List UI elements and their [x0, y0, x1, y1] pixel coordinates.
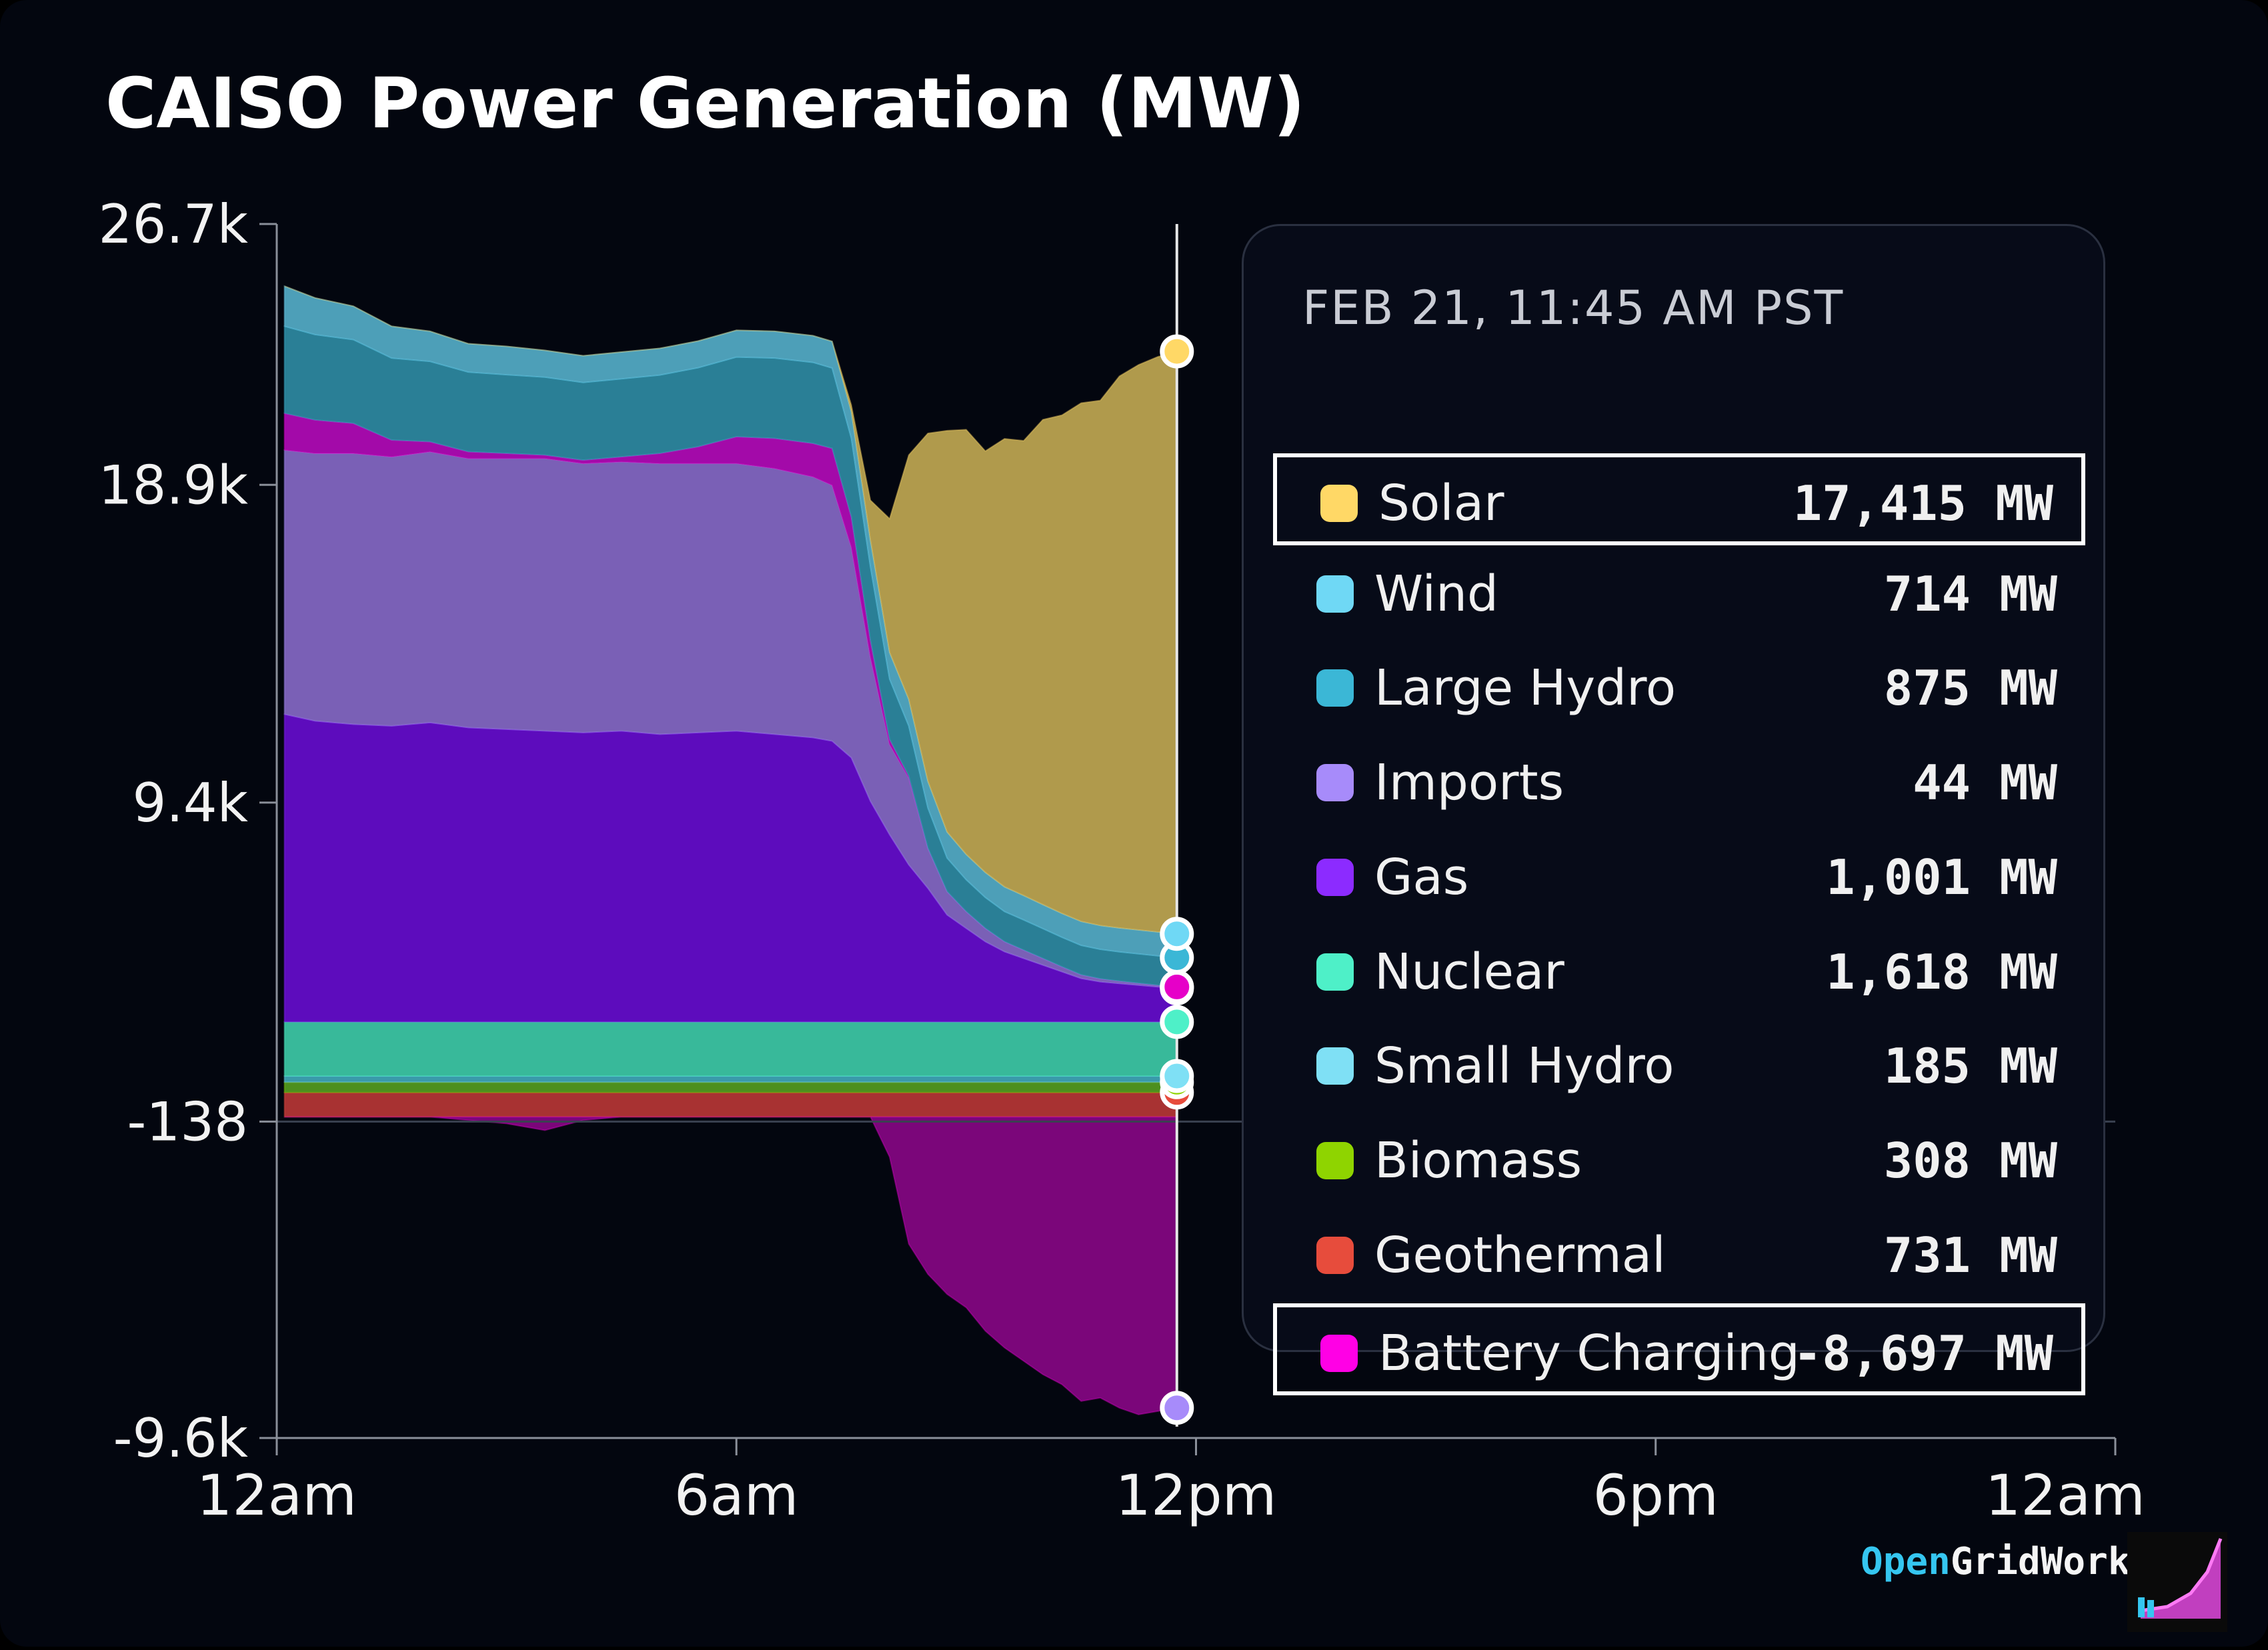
tooltip-timestamp: FEB 21, 11:45 AM PST	[1302, 281, 1845, 335]
x-tick-label: 12pm	[1115, 1463, 1276, 1528]
legend-swatch	[1316, 858, 1354, 896]
tooltip-series-name: Imports	[1374, 754, 1564, 812]
tooltip-row-large-hydro: Large Hydro 875 MW	[1273, 642, 2085, 734]
opengridworks-logo-icon	[2127, 1532, 2227, 1632]
tooltip-series-value: 44 MW	[1913, 755, 2057, 811]
y-tick-label: 9.4k	[132, 772, 248, 834]
x-tick-label: 6am	[674, 1463, 799, 1528]
legend-swatch	[1316, 1236, 1354, 1274]
tooltip-series-name: Solar	[1378, 475, 1504, 532]
tooltip-series-value: 308 MW	[1883, 1132, 2057, 1189]
cursor-marker-battery-charging	[1160, 1391, 1194, 1425]
legend-swatch	[1316, 1047, 1354, 1085]
area-battery-charging[interactable]	[284, 1116, 1178, 1415]
tooltip-row-nuclear: Nuclear 1,618 MW	[1273, 926, 2085, 1018]
tooltip-series-name: Large Hydro	[1374, 659, 1676, 717]
legend-swatch	[1320, 1335, 1358, 1373]
tooltip-row-battery-charging: Battery Charging -8,697 MW	[1273, 1303, 2085, 1396]
cursor-marker-small-hydro	[1160, 1059, 1194, 1093]
area-small-hydro[interactable]	[283, 1075, 1178, 1083]
tooltip-series-name: Biomass	[1374, 1131, 1582, 1189]
hover-cursor-layer	[1160, 224, 1194, 1427]
x-tick-label: 12am	[1985, 1463, 2145, 1528]
brand-name-open: Open	[1861, 1540, 1951, 1583]
brand-name-rest: GridWorks	[1950, 1540, 2153, 1583]
tooltip-series-name: Small Hydro	[1374, 1037, 1674, 1095]
legend-swatch	[1316, 953, 1354, 991]
tooltip-series-name: Geothermal	[1374, 1226, 1666, 1284]
area-series-layer	[283, 285, 1178, 1415]
cursor-marker-solar	[1160, 334, 1194, 369]
tooltip-series-value: 1,001 MW	[1826, 849, 2057, 905]
tooltip-series-name: Gas	[1374, 848, 1469, 906]
cursor-marker-nuclear	[1160, 1005, 1194, 1039]
brand-name: OpenGridWorks	[1861, 1540, 2153, 1583]
legend-swatch	[1316, 764, 1354, 802]
tooltip-series-name: Battery Charging	[1378, 1325, 1800, 1383]
tooltip-row-geothermal: Geothermal 731 MW	[1273, 1209, 2085, 1301]
tooltip-series-value: 875 MW	[1883, 660, 2057, 717]
x-tick-label: 6pm	[1592, 1463, 1719, 1528]
tooltip-row-biomass: Biomass 308 MW	[1273, 1115, 2085, 1207]
y-tick-label: -9.6k	[113, 1407, 249, 1469]
brand-watermark[interactable]: OpenGridWorks	[1861, 1532, 2234, 1632]
y-tick-label: -138	[127, 1091, 248, 1153]
tooltip-series-name: Nuclear	[1374, 943, 1564, 1001]
tooltip-series-value: 714 MW	[1883, 565, 2057, 622]
x-tick-label: 12am	[197, 1463, 357, 1528]
legend-swatch	[1316, 575, 1354, 613]
cursor-marker-wind	[1160, 917, 1194, 951]
y-tick-label: 18.9k	[99, 454, 249, 516]
legend-swatch	[1320, 485, 1358, 522]
tooltip-series-value: -8,697 MW	[1793, 1325, 2053, 1382]
hover-tooltip: FEB 21, 11:45 AM PST Solar 17,415 MW Wind 7…	[1242, 224, 2105, 1396]
area-nuclear[interactable]	[283, 1021, 1178, 1077]
legend-swatch	[1316, 669, 1354, 707]
tooltip-row-small-hydro: Small Hydro 185 MW	[1273, 1020, 2085, 1112]
tooltip-series-value: 185 MW	[1883, 1038, 2057, 1095]
tooltip-row-solar: Solar 17,415 MW	[1273, 453, 2085, 545]
tooltip-series-value: 17,415 MW	[1793, 475, 2053, 531]
tooltip-row-gas: Gas 1,001 MW	[1273, 831, 2085, 923]
y-tick-label: 26.7k	[99, 193, 249, 255]
tooltip-row-imports: Imports 44 MW	[1273, 737, 2085, 829]
tooltip-series-value: 1,618 MW	[1826, 943, 2057, 1000]
tooltip-row-wind: Wind 714 MW	[1273, 548, 2085, 640]
chart-title: CAISO Power Generation (MW)	[105, 63, 1306, 144]
tooltip-series-value: 731 MW	[1883, 1227, 2057, 1283]
legend-swatch	[1316, 1141, 1354, 1179]
tooltip-series-name: Wind	[1374, 565, 1498, 623]
area-biomass[interactable]	[283, 1081, 1178, 1093]
area-geothermal[interactable]	[283, 1091, 1178, 1118]
cursor-marker-battery-discharging	[1160, 969, 1194, 1004]
